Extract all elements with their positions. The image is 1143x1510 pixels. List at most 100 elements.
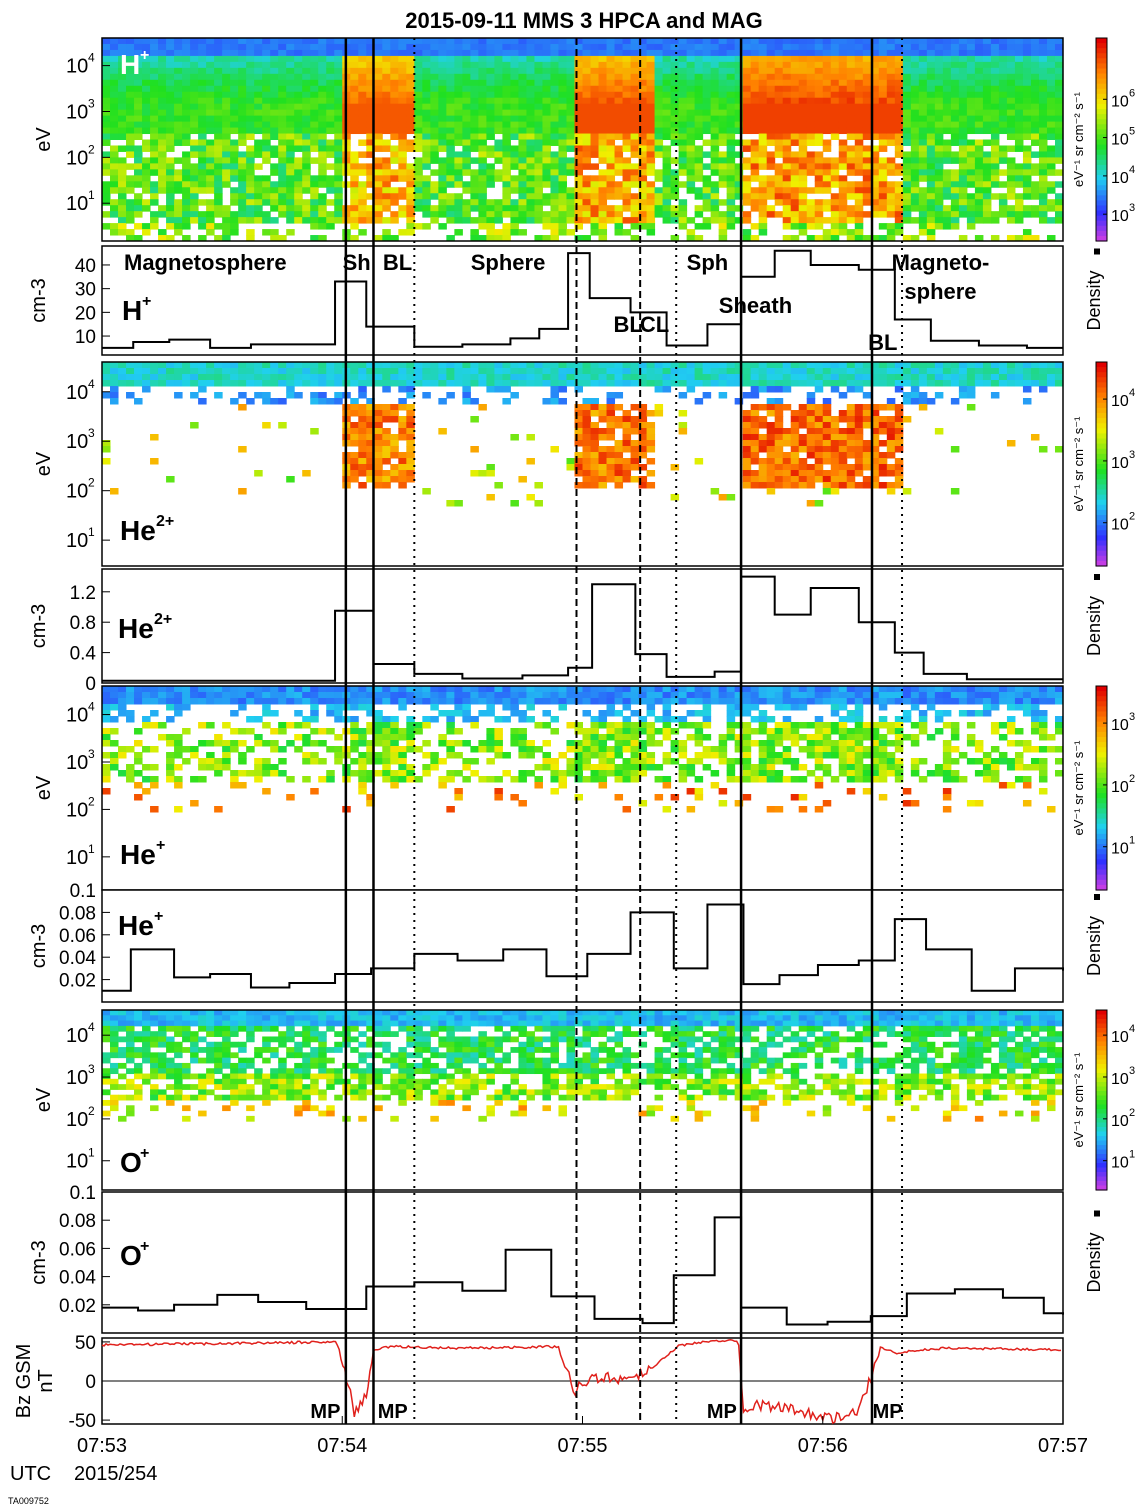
spectrogram-cell bbox=[838, 43, 848, 51]
spectrogram-cell bbox=[430, 151, 439, 158]
spectrogram-cell bbox=[782, 97, 792, 105]
spectrogram-cell bbox=[454, 73, 463, 81]
spectrogram-cell bbox=[894, 440, 904, 447]
spectrogram-cell bbox=[118, 91, 127, 99]
spectrogram-cell bbox=[414, 97, 423, 105]
spectrogram-cell bbox=[102, 133, 111, 140]
spectrogram-cell bbox=[870, 193, 880, 200]
spectrogram-cell bbox=[606, 187, 616, 194]
spectrogram-cell bbox=[398, 205, 407, 212]
spectrogram-cell bbox=[622, 217, 632, 224]
spectrogram-cell bbox=[790, 139, 800, 146]
spectrogram-cell bbox=[1022, 175, 1032, 182]
spectrogram-cell bbox=[702, 205, 712, 212]
spectrogram-cell bbox=[142, 698, 151, 705]
colorbar-tick-label: 10 bbox=[1111, 208, 1129, 225]
spectrogram-cell bbox=[422, 175, 431, 182]
spectrogram-cell bbox=[262, 199, 271, 206]
spectrogram-cell bbox=[902, 109, 912, 117]
spectrogram-cell bbox=[286, 61, 295, 69]
spectrogram-cell bbox=[414, 103, 423, 111]
spectrogram-cell bbox=[918, 85, 928, 93]
spectrogram-cell bbox=[158, 211, 167, 218]
spectrogram-cell bbox=[750, 43, 760, 51]
spectrogram-cell bbox=[142, 109, 151, 117]
spectrogram-cell bbox=[782, 428, 792, 435]
spectrogram-cell bbox=[742, 476, 752, 483]
spectrogram-cell bbox=[918, 157, 928, 164]
colorbar-segment bbox=[1096, 119, 1107, 125]
spectrogram-cell bbox=[590, 181, 600, 188]
spectrogram-cell bbox=[990, 73, 1000, 81]
spectrogram-cell bbox=[166, 43, 175, 51]
spectrogram-cell bbox=[190, 73, 199, 81]
spectrogram-cell bbox=[990, 97, 1000, 105]
spectrogram-cell bbox=[630, 362, 640, 369]
spectrogram-cell bbox=[886, 133, 896, 140]
spectrogram-cell bbox=[566, 109, 575, 117]
spectrogram-cell bbox=[854, 38, 864, 45]
spectrogram-cell bbox=[1054, 127, 1064, 135]
spectrogram-cell bbox=[246, 229, 255, 236]
spectrogram-cell bbox=[702, 362, 712, 369]
spectrogram-cell bbox=[366, 440, 375, 447]
spectrogram-cell bbox=[758, 38, 768, 45]
spectrogram-cell bbox=[814, 440, 824, 447]
spectrogram-cell bbox=[494, 211, 503, 218]
spectrogram-cell bbox=[134, 175, 143, 182]
spectrogram-cell bbox=[638, 217, 648, 224]
spectrogram-cell bbox=[414, 145, 423, 152]
spectrogram-cell bbox=[910, 374, 920, 381]
spectrogram-cell bbox=[726, 211, 736, 218]
spectrogram-cell bbox=[278, 38, 287, 45]
spectrogram-cell bbox=[318, 91, 327, 99]
spectrogram-cell bbox=[510, 121, 519, 129]
spectrogram-cell bbox=[382, 145, 391, 152]
spectrogram-cell bbox=[438, 73, 447, 81]
spectrogram-cell bbox=[358, 193, 367, 200]
spectrogram-cell bbox=[478, 127, 487, 135]
spectrogram-cell bbox=[894, 169, 904, 176]
spectrogram-cell bbox=[238, 127, 247, 135]
spectrogram-cell bbox=[942, 127, 952, 135]
spectrogram-cell bbox=[870, 205, 880, 212]
spectrogram-cell bbox=[990, 91, 1000, 99]
spectrogram-cell bbox=[614, 103, 624, 111]
spectrogram-cell bbox=[622, 55, 632, 63]
spectrogram-cell bbox=[502, 127, 511, 135]
spectrogram-cell bbox=[958, 79, 968, 87]
spectrogram-cell bbox=[486, 494, 495, 501]
spectrogram-cell bbox=[262, 374, 271, 381]
spectrogram-cell bbox=[630, 115, 640, 123]
spectrogram-cell bbox=[150, 133, 159, 140]
spectrogram-cell bbox=[190, 127, 199, 135]
spectrogram-cell bbox=[334, 169, 343, 176]
spectrogram-cell bbox=[566, 49, 575, 57]
spectrogram-cell bbox=[894, 85, 904, 93]
spectrogram-cell bbox=[630, 67, 640, 75]
spectrogram-cell bbox=[190, 109, 199, 117]
spectrogram-cell bbox=[510, 55, 519, 63]
spectrogram-cell bbox=[742, 73, 752, 81]
spectrogram-cell bbox=[1014, 115, 1024, 123]
spectrogram-cell bbox=[350, 374, 359, 381]
spectrogram-cell bbox=[366, 121, 375, 129]
spectrogram-cell bbox=[998, 127, 1008, 135]
spectrogram-cell bbox=[374, 97, 383, 105]
spectrogram-cell bbox=[606, 115, 616, 123]
spectrogram-cell bbox=[774, 476, 784, 483]
spectrogram-cell bbox=[670, 211, 680, 218]
spectrogram-cell bbox=[958, 169, 968, 176]
spectrogram-cell bbox=[414, 67, 423, 75]
spectrogram-cell bbox=[414, 193, 423, 200]
spectrogram-cell bbox=[894, 127, 904, 135]
spectrogram-cell bbox=[454, 368, 463, 375]
spectrogram-cell bbox=[158, 49, 167, 57]
spectrogram-cell bbox=[718, 151, 728, 158]
spectrogram-cell bbox=[150, 91, 159, 99]
spectrogram-cell bbox=[1006, 38, 1016, 45]
spectrogram-cell bbox=[246, 169, 255, 176]
spectrogram-cell bbox=[766, 67, 776, 75]
spectrogram-cell bbox=[654, 85, 664, 93]
spectrogram-cell bbox=[374, 434, 383, 441]
